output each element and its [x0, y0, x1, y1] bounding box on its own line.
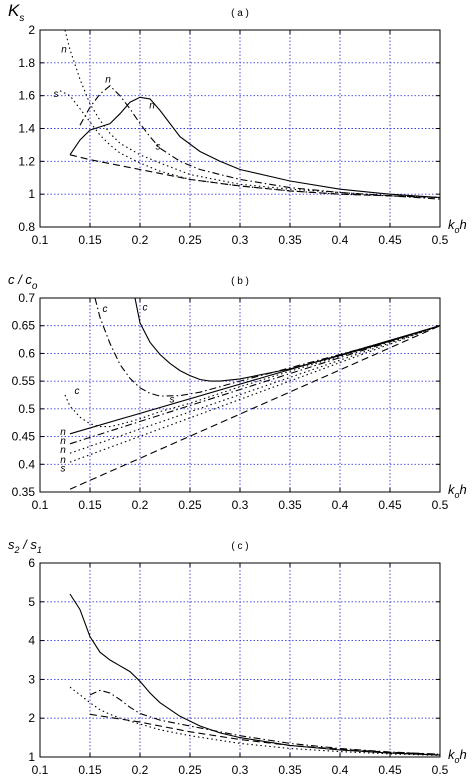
- x-tick-label: 0.15: [78, 763, 102, 777]
- y-tick-label: 2: [28, 23, 35, 37]
- series-line-7: [69, 325, 440, 463]
- y-tick-label: 0.65: [12, 319, 36, 333]
- series-line-5: [69, 325, 440, 445]
- series-line-5: [69, 154, 440, 199]
- y-tick-label: 0.6: [18, 346, 35, 360]
- y-tick-label: 0.4: [18, 457, 35, 471]
- chart-panel-3: 0.1 0.15 0.2 0.25 0.3 0.35 0.4 0.45 0.5 1 2 3 4 5 6 ( c…: [8, 537, 467, 777]
- x-tick-label: 0.4: [332, 498, 349, 512]
- x-tick-label: 0.35: [278, 233, 302, 247]
- y-tick-label: 4: [28, 634, 35, 648]
- curve-label: s: [61, 464, 66, 475]
- x-tick-label: 0.5: [432, 498, 449, 512]
- x-tick-label: 0.2: [132, 233, 149, 247]
- x-tick-label: 0.5: [432, 763, 449, 777]
- curve-label: n: [149, 101, 155, 112]
- x-tick-label: 0.5: [432, 233, 449, 247]
- series-line-3: [59, 90, 440, 199]
- x-tick-label: 0.4: [332, 763, 349, 777]
- curve-label: s: [54, 89, 59, 100]
- curve-label: c: [75, 386, 80, 397]
- x-tick-label: 0.1: [32, 233, 49, 247]
- y-tick-label: 1: [28, 187, 35, 201]
- x-tick-label: 0.1: [32, 763, 49, 777]
- x-tick-label: 0.25: [178, 498, 202, 512]
- x-tick-label: 0.2: [132, 498, 149, 512]
- panel-label: ( c ): [231, 541, 248, 552]
- panel-label: ( a ): [231, 8, 249, 19]
- x-tick-label: 0.45: [378, 763, 402, 777]
- curve-label: c: [103, 304, 108, 315]
- x-tick-label: 0.15: [78, 233, 102, 247]
- curve-label: c: [143, 302, 148, 313]
- y-tick-label: 0.7: [18, 291, 35, 305]
- x-axis-label: koh: [448, 217, 467, 235]
- y-tick-label: 5: [28, 595, 35, 609]
- series-line-4: [89, 713, 440, 755]
- chart-panel-2: 0.1 0.15 0.2 0.25 0.3 0.35 0.4 0.45 0.5 0.35 0.4 0.…: [8, 272, 467, 512]
- y-tick-label: 1: [28, 750, 35, 764]
- x-axis-label: koh: [448, 482, 467, 500]
- y-tick-label: 0.35: [12, 485, 36, 499]
- curve-label: n: [61, 45, 67, 56]
- curve-label: s: [170, 394, 175, 405]
- curve-label: n: [60, 455, 66, 466]
- x-tick-label: 0.15: [78, 498, 102, 512]
- y-tick-label: 1.6: [18, 89, 35, 103]
- series-line-4: [69, 325, 440, 435]
- y-axis-label: s2 / s1: [8, 537, 42, 555]
- curve-label: n: [60, 427, 66, 438]
- curve-label: n: [60, 436, 66, 447]
- x-tick-label: 0.3: [232, 233, 249, 247]
- y-tick-label: 0.8: [18, 220, 35, 234]
- x-tick-label: 0.25: [178, 233, 202, 247]
- series-line-6: [69, 325, 440, 454]
- series-line-3: [64, 325, 440, 428]
- series-line-2: [94, 298, 440, 397]
- curve-label: n: [60, 445, 66, 456]
- series-line-3: [69, 686, 440, 756]
- y-tick-label: 1.8: [18, 56, 35, 70]
- y-tick-label: 3: [28, 672, 35, 686]
- x-axis-label: koh: [448, 747, 467, 765]
- y-tick-label: 1.4: [18, 122, 35, 136]
- series-line-1: [69, 593, 440, 756]
- panel-label: ( b ): [231, 276, 249, 287]
- curve-label: s: [156, 142, 161, 153]
- x-tick-label: 0.2: [132, 763, 149, 777]
- series-line-1: [69, 96, 440, 199]
- x-tick-label: 0.35: [278, 763, 302, 777]
- y-tick-label: 0.45: [12, 430, 36, 444]
- curve-label: n: [105, 74, 111, 85]
- x-tick-label: 0.45: [378, 498, 402, 512]
- x-tick-label: 0.25: [178, 763, 202, 777]
- y-tick-label: 2: [28, 711, 35, 725]
- series-line-2: [89, 689, 440, 755]
- x-tick-label: 0.45: [378, 233, 402, 247]
- y-axis-label: Ks: [8, 1, 24, 24]
- y-tick-label: 6: [28, 556, 35, 570]
- series-line-2: [79, 85, 440, 200]
- y-axis-label: c / co: [8, 272, 38, 292]
- chart-panel-1: 0.1 0.15 0.2 0.25 0.3 0.35 0.4 0.45 0.5 0.8 1 1.2 1.…: [8, 1, 467, 247]
- x-tick-label: 0.3: [232, 498, 249, 512]
- x-tick-label: 0.4: [332, 233, 349, 247]
- y-tick-label: 1.2: [18, 154, 35, 168]
- x-tick-label: 0.3: [232, 763, 249, 777]
- y-tick-label: 0.5: [18, 402, 35, 416]
- x-tick-label: 0.35: [278, 498, 302, 512]
- y-tick-label: 0.55: [12, 374, 36, 388]
- x-tick-label: 0.1: [32, 498, 49, 512]
- series-line-8: [69, 325, 440, 490]
